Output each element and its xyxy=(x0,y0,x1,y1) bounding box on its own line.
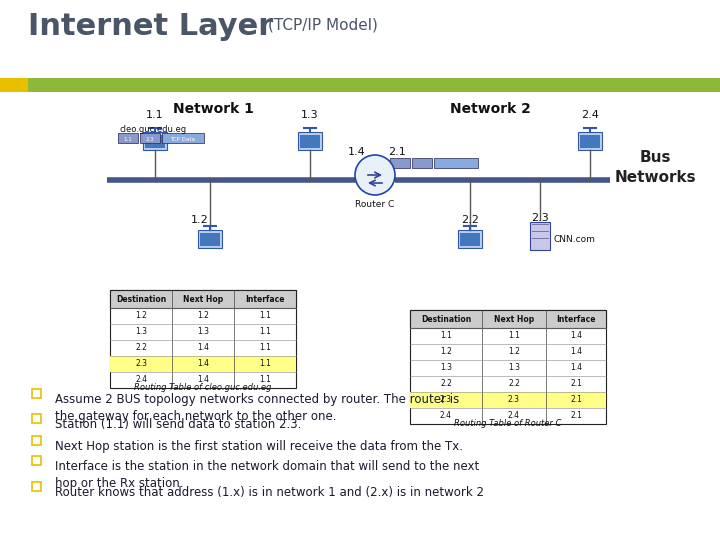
Text: 1.1: 1.1 xyxy=(508,332,520,341)
Bar xyxy=(198,230,222,248)
Bar xyxy=(298,132,322,150)
Bar xyxy=(410,310,606,424)
Text: 1.4: 1.4 xyxy=(570,363,582,373)
Text: Assume 2 BUS topology networks connected by router. The router is
the gateway fo: Assume 2 BUS topology networks connected… xyxy=(55,393,459,423)
Text: Bus
Networks: Bus Networks xyxy=(614,150,696,185)
Bar xyxy=(412,158,432,168)
Text: 1.3: 1.3 xyxy=(135,327,147,336)
Text: Next Hop: Next Hop xyxy=(183,294,223,303)
Bar xyxy=(390,158,410,168)
Text: 2.3: 2.3 xyxy=(145,137,154,142)
Text: Interface is the station in the network domain that will send to the next
hop or: Interface is the station in the network … xyxy=(55,460,480,490)
Text: 1.3: 1.3 xyxy=(440,363,452,373)
Text: 2.2: 2.2 xyxy=(461,215,479,225)
Bar xyxy=(32,436,41,445)
Bar xyxy=(410,310,606,328)
Text: 2.4: 2.4 xyxy=(581,110,599,120)
Bar xyxy=(118,133,138,143)
Bar xyxy=(32,389,41,398)
Text: Interface: Interface xyxy=(246,294,284,303)
Text: 1.1: 1.1 xyxy=(259,360,271,368)
Text: 1.2: 1.2 xyxy=(197,312,209,321)
Bar xyxy=(162,133,204,143)
Text: Next Hop station is the first station will receive the data from the Tx.: Next Hop station is the first station wi… xyxy=(55,440,463,453)
Text: 1.1: 1.1 xyxy=(259,312,271,321)
Text: Network 2: Network 2 xyxy=(449,102,531,116)
Text: 1.4: 1.4 xyxy=(348,147,366,157)
Text: Internet Layer: Internet Layer xyxy=(28,12,274,41)
Text: 2.4: 2.4 xyxy=(440,411,452,421)
Text: 2.2: 2.2 xyxy=(440,380,452,388)
Text: 1.4: 1.4 xyxy=(570,332,582,341)
Text: 1.4: 1.4 xyxy=(570,348,582,356)
Text: Next Hop: Next Hop xyxy=(494,314,534,323)
Text: 2.4: 2.4 xyxy=(508,411,520,421)
Text: Destination: Destination xyxy=(116,294,166,303)
Text: CNN.com: CNN.com xyxy=(554,235,596,244)
Text: 1.1: 1.1 xyxy=(259,343,271,353)
Text: 1.3: 1.3 xyxy=(508,363,520,373)
Bar xyxy=(140,133,160,143)
Circle shape xyxy=(355,155,395,195)
Text: Router C: Router C xyxy=(356,200,395,209)
Bar xyxy=(110,356,296,372)
Text: 1.3: 1.3 xyxy=(197,327,209,336)
Text: 2.3: 2.3 xyxy=(135,360,147,368)
Text: 1.2: 1.2 xyxy=(135,312,147,321)
Text: 2.2: 2.2 xyxy=(135,343,147,353)
Text: 2.1: 2.1 xyxy=(570,411,582,421)
Text: 1.4: 1.4 xyxy=(197,360,209,368)
Bar xyxy=(580,135,600,148)
Bar xyxy=(32,456,41,465)
Text: Network 1: Network 1 xyxy=(173,102,253,116)
Text: 1.4: 1.4 xyxy=(197,375,209,384)
Bar xyxy=(32,414,41,423)
Bar xyxy=(458,230,482,248)
Text: 1.1: 1.1 xyxy=(440,332,452,341)
Text: 2.3: 2.3 xyxy=(508,395,520,404)
Bar xyxy=(410,392,606,408)
Text: 1.2: 1.2 xyxy=(508,348,520,356)
Text: 1.2: 1.2 xyxy=(440,348,452,356)
Text: 2.4: 2.4 xyxy=(135,375,147,384)
Bar xyxy=(0,78,28,92)
Text: 1.3: 1.3 xyxy=(301,110,319,120)
Text: 2.1: 2.1 xyxy=(388,147,406,157)
Text: 1.1: 1.1 xyxy=(259,327,271,336)
Bar xyxy=(530,222,550,250)
Bar xyxy=(460,233,480,246)
Bar xyxy=(110,290,296,308)
Bar xyxy=(110,290,296,388)
Bar xyxy=(300,135,320,148)
Bar xyxy=(200,233,220,246)
Text: 1.1: 1.1 xyxy=(124,137,132,142)
Text: Destination: Destination xyxy=(421,314,471,323)
Text: 1.2: 1.2 xyxy=(191,215,209,225)
Bar xyxy=(434,158,478,168)
Text: Interface: Interface xyxy=(557,314,595,323)
Bar xyxy=(143,132,167,150)
Text: 1.1: 1.1 xyxy=(259,375,271,384)
Text: (TCP/IP Model): (TCP/IP Model) xyxy=(268,17,378,32)
Text: Routing Table of cleo.guc.edu.eg: Routing Table of cleo.guc.edu.eg xyxy=(135,383,271,392)
Text: 1.1: 1.1 xyxy=(146,110,164,120)
Text: TCP Data: TCP Data xyxy=(171,137,196,142)
Text: 2.3: 2.3 xyxy=(531,213,549,223)
Bar xyxy=(578,132,602,150)
Text: cleo.guc.edu.eg: cleo.guc.edu.eg xyxy=(120,125,187,134)
Text: Station (1.1) will send data to station 2.3.: Station (1.1) will send data to station … xyxy=(55,418,302,431)
Text: 2.3: 2.3 xyxy=(440,395,452,404)
Text: 2.2: 2.2 xyxy=(508,380,520,388)
Bar xyxy=(145,135,165,148)
Text: 2.1: 2.1 xyxy=(570,380,582,388)
Bar xyxy=(32,482,41,491)
Text: 2.1: 2.1 xyxy=(570,395,582,404)
Text: Routing Table of Router C: Routing Table of Router C xyxy=(454,419,562,428)
Text: 1.4: 1.4 xyxy=(197,343,209,353)
Bar xyxy=(28,78,720,92)
Text: Router knows that address (1.x) is in network 1 and (2.x) is in network 2: Router knows that address (1.x) is in ne… xyxy=(55,486,484,499)
